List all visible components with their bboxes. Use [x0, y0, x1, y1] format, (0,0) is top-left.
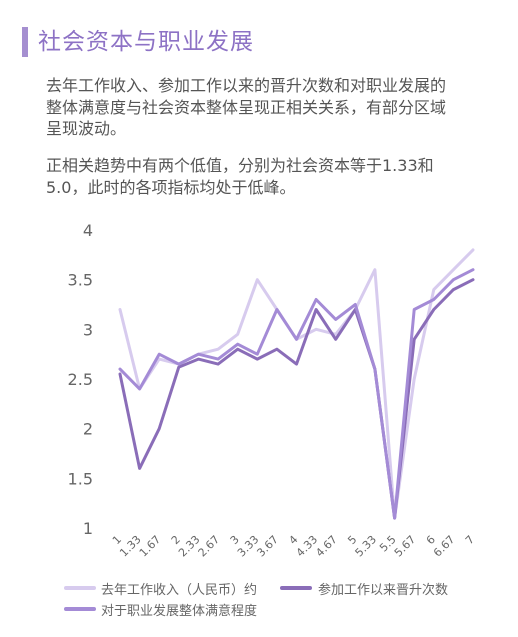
y-tick-label: 4: [83, 221, 93, 240]
legend-label: 对于职业发展整体满意程度: [101, 603, 257, 619]
page-title: 社会资本与职业发展: [38, 29, 254, 55]
x-tick-label: 6.67: [431, 533, 458, 560]
legend-label: 参加工作以来晋升次数: [318, 582, 448, 598]
title-accent-bar: [22, 27, 28, 57]
x-tick-label: 5.33: [353, 533, 380, 560]
y-tick-label: 3.5: [68, 271, 93, 290]
insight-line: 正相关趋势中有两个低值，分别为社会资本等于1.33和: [46, 156, 434, 175]
x-tick-label: 3.67: [254, 533, 281, 560]
y-tick-label: 2.5: [68, 370, 93, 389]
intro-line: 去年工作收入、参加工作以来的晋升次数和对职业发展的: [46, 76, 447, 95]
y-tick-label: 2: [83, 420, 93, 439]
y-tick-label: 1: [83, 519, 93, 538]
insight-line: 5.0，此时的各项指标均处于低峰。: [46, 177, 296, 197]
series-line-2: [118, 278, 475, 520]
intro-paragraph: 去年工作收入、参加工作以来的晋升次数和对职业发展的 整体满意度与社会资本整体呈现…: [46, 75, 486, 140]
y-tick-label: 3: [83, 320, 93, 339]
x-tick-label: 1.67: [137, 533, 164, 560]
series-line-3: [118, 268, 475, 520]
intro-line: 整体满意度与社会资本整体呈现正相关关系，有部分区域: [46, 97, 447, 117]
x-tick-label: 7: [463, 533, 477, 547]
insight-paragraph: 正相关趋势中有两个低值，分别为社会资本等于1.33和 5.0，此时的各项指标均处…: [46, 155, 486, 198]
y-tick-label: 1.5: [68, 469, 93, 488]
x-tick-label: 5.67: [392, 533, 419, 560]
x-tick-label: 2.67: [196, 533, 223, 560]
intro-line: 呈现波动。: [46, 119, 127, 138]
legend-label: 去年工作收入（人民币）约: [101, 583, 257, 598]
x-tick-label: 4.67: [313, 533, 340, 560]
